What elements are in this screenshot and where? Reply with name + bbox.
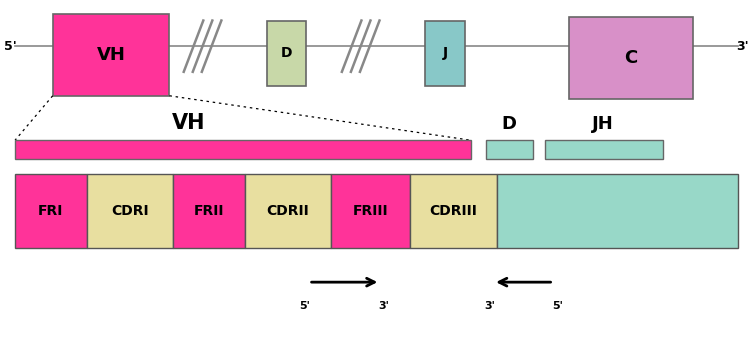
Text: 5': 5' [300, 301, 310, 311]
Bar [15, 174, 87, 248]
Bar [410, 174, 497, 248]
Text: CDRI: CDRI [111, 204, 148, 218]
Text: 3': 3' [736, 40, 749, 53]
Bar [87, 174, 173, 248]
Text: J: J [443, 46, 447, 60]
Bar [15, 140, 471, 159]
Bar [331, 174, 410, 248]
Text: D: D [281, 46, 293, 60]
Bar [425, 21, 465, 86]
Bar [486, 140, 533, 159]
Text: D: D [501, 115, 517, 133]
Bar [53, 14, 169, 96]
Text: FRI: FRI [38, 204, 63, 218]
Text: CDRII: CDRII [267, 204, 309, 218]
Text: 3': 3' [484, 301, 495, 311]
Text: 3': 3' [379, 301, 389, 311]
Text: VH: VH [96, 46, 126, 64]
Bar [267, 21, 306, 86]
Text: VH: VH [172, 114, 205, 133]
Bar [245, 174, 331, 248]
Text: JH: JH [592, 115, 613, 133]
Text: FRII: FRII [194, 204, 224, 218]
Text: 5': 5' [4, 40, 17, 53]
Text: FRIII: FRIII [353, 204, 389, 218]
Bar [545, 140, 663, 159]
Bar [497, 174, 738, 248]
Bar [569, 17, 693, 99]
Bar [173, 174, 245, 248]
Text: CDRIII: CDRIII [430, 204, 477, 218]
Text: 5': 5' [552, 301, 562, 311]
Text: C: C [624, 49, 637, 67]
